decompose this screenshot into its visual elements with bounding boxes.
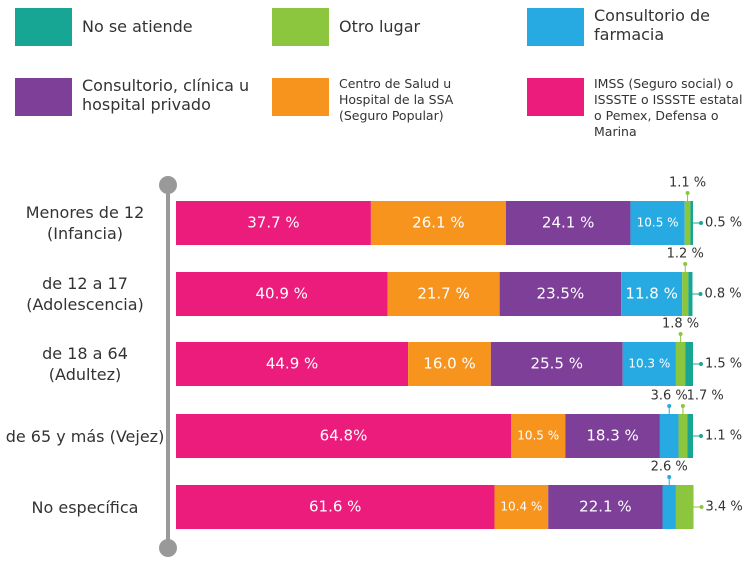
bar-segment (662, 485, 676, 529)
value-label: 18.3 % (586, 427, 638, 445)
timeline-end (159, 176, 177, 194)
bar-segment (494, 485, 549, 529)
value-label: 2.6 % (651, 460, 688, 475)
legend-label: Consultorio de farmacia (594, 6, 710, 44)
timeline-end (159, 539, 177, 557)
value-label: 10.3 % (628, 357, 670, 371)
value-label: 1.5 % (705, 357, 742, 372)
legend-label: Centro de Salud u Hospital de la SSA (Se… (339, 76, 454, 123)
bar-segment (511, 414, 566, 458)
label-dot (699, 221, 703, 225)
bar-segment (622, 342, 676, 386)
value-label: 26.1 % (412, 214, 464, 232)
value-label: 64.8% (320, 427, 368, 445)
label-dot (699, 505, 704, 509)
label-dot (699, 434, 703, 438)
legend-label: No se atiende (82, 17, 193, 36)
value-label: 44.9 % (266, 355, 318, 373)
bar-segment (505, 201, 631, 245)
value-label: 3.6 % (651, 389, 688, 404)
bar-segment (176, 272, 388, 316)
value-label: 1.1 % (669, 176, 706, 191)
value-label: 0.5 % (705, 216, 742, 231)
bar-segment (685, 342, 693, 386)
bar-segment (370, 201, 506, 245)
bar-segment (499, 272, 622, 316)
bar-segment (176, 342, 409, 386)
value-label: 16.0 % (423, 355, 475, 373)
bar-segment (687, 414, 693, 458)
bar-segment (565, 414, 660, 458)
legend-swatch (15, 78, 72, 116)
legend-label: IMSS (Seguro social) o ISSSTE o ISSSTE e… (594, 76, 743, 139)
value-label: 1.7 % (687, 389, 724, 404)
category-label: de 12 a 17 (Adolescencia) (26, 274, 144, 314)
value-label: 11.8 % (625, 285, 677, 303)
value-label: 10.5 % (517, 429, 559, 443)
value-label: 22.1 % (579, 498, 631, 516)
label-dot (683, 262, 688, 266)
value-label: 1.8 % (662, 317, 699, 332)
value-label: 61.6 % (309, 498, 361, 516)
bar-segment (682, 272, 689, 316)
value-label: 37.7 % (247, 214, 299, 232)
bar-segment (387, 272, 500, 316)
label-dot (699, 362, 703, 366)
label-dot (685, 191, 690, 195)
bar-segment (490, 342, 623, 386)
legend-swatch (527, 78, 584, 116)
value-label: 24.1 % (542, 214, 594, 232)
label-dot (678, 332, 683, 336)
label-dot (698, 292, 703, 296)
bar-segment (684, 201, 691, 245)
category-label: de 18 a 64 (Adultez) (42, 344, 128, 384)
value-label: 3.4 % (706, 500, 743, 515)
legend-swatch (527, 8, 584, 46)
bar-segment (690, 201, 693, 245)
legend-swatch (272, 78, 329, 116)
value-label: 10.4 % (500, 500, 542, 514)
category-label: de 65 y más (Vejez) (5, 426, 165, 446)
value-label: 1.1 % (705, 429, 742, 444)
label-dot (667, 475, 672, 479)
value-label: 25.5 % (531, 355, 583, 373)
bar-segment (621, 272, 683, 316)
value-label: 10.5 % (637, 216, 679, 230)
bar-segment (659, 414, 679, 458)
bar-segment (176, 485, 495, 529)
value-label: 21.7 % (417, 285, 469, 303)
category-label: No específica (31, 497, 139, 517)
bar-segment (548, 485, 663, 529)
bar-segment (675, 485, 694, 529)
legend-swatch (272, 8, 329, 46)
legend-swatch (15, 8, 72, 46)
value-label: 0.8 % (704, 287, 741, 302)
category-label: Menores de 12 (Infancia) (25, 203, 145, 243)
bar-segment (678, 414, 688, 458)
legend-label: Otro lugar (339, 17, 421, 36)
label-dot (680, 404, 685, 408)
bar-segment (675, 342, 686, 386)
bar-segment (408, 342, 491, 386)
bar-segment (630, 201, 685, 245)
bar-segment (176, 414, 512, 458)
bar-segment (176, 201, 371, 245)
value-label: 40.9 % (256, 285, 308, 303)
bar-segment (688, 272, 693, 316)
label-dot (667, 404, 672, 408)
value-label: 23.5% (537, 285, 585, 303)
value-label: 1.2 % (667, 247, 704, 262)
legend-label: Consultorio, clínica u hospital privado (82, 76, 250, 114)
